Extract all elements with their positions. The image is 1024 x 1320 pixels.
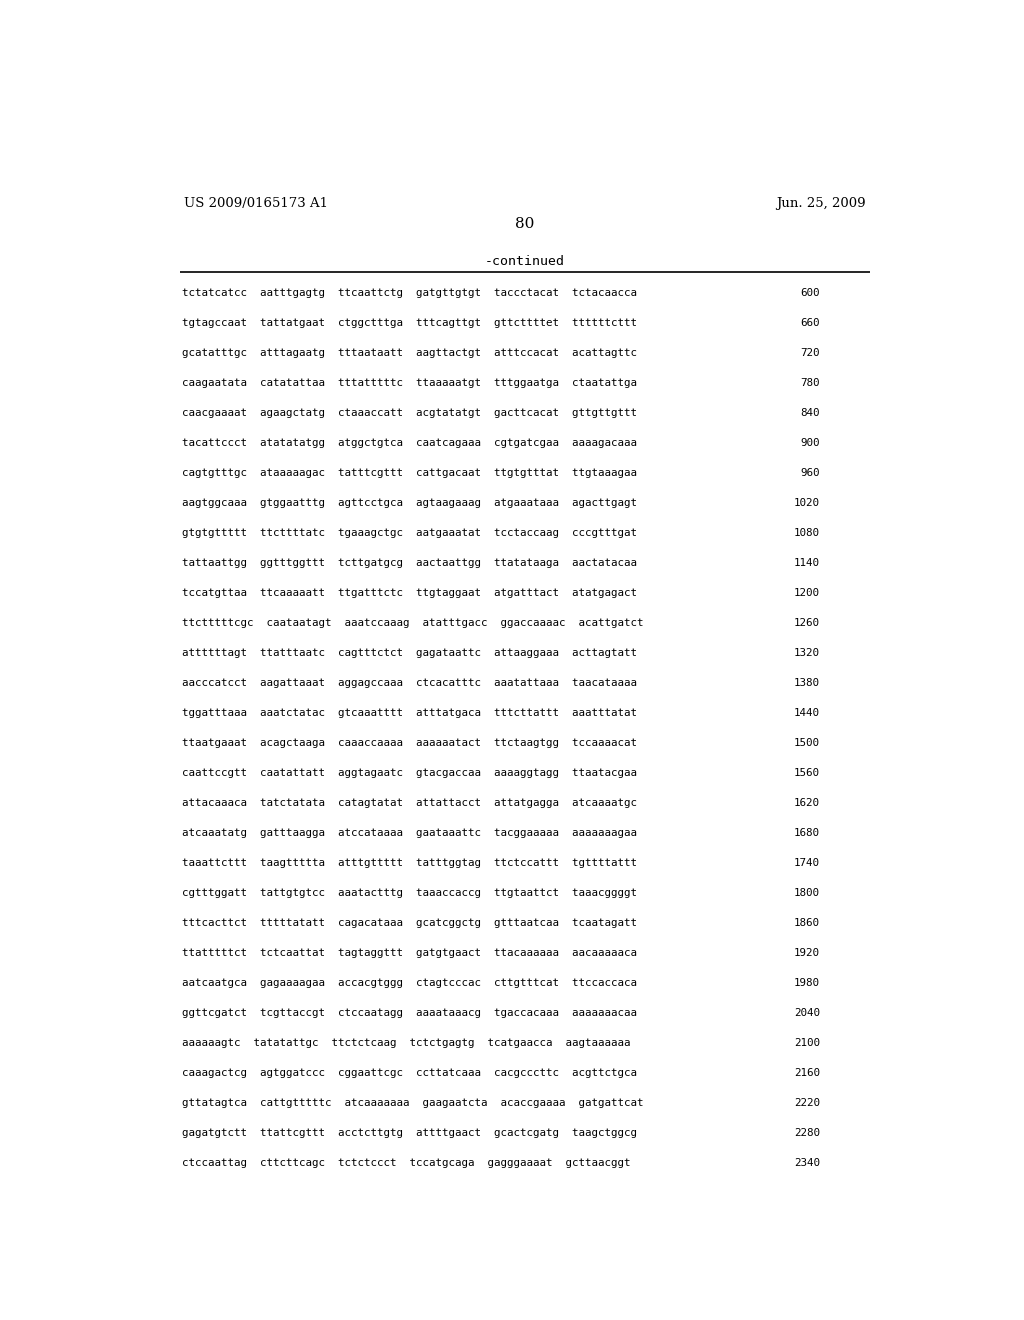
Text: tacattccct  atatatatgg  atggctgtca  caatcagaaa  cgtgatcgaa  aaaagacaaa: tacattccct atatatatgg atggctgtca caatcag… [182, 438, 637, 449]
Text: 1620: 1620 [794, 799, 820, 808]
Text: gtgtgttttt  ttcttttatc  tgaaagctgc  aatgaaatat  tcctaccaag  cccgtttgat: gtgtgttttt ttcttttatc tgaaagctgc aatgaaa… [182, 528, 637, 539]
Text: 660: 660 [801, 318, 820, 329]
Text: ttatttttct  tctcaattat  tagtaggttt  gatgtgaact  ttacaaaaaa  aacaaaaaca: ttatttttct tctcaattat tagtaggttt gatgtga… [182, 948, 637, 958]
Text: 2340: 2340 [794, 1158, 820, 1168]
Text: 1320: 1320 [794, 648, 820, 659]
Text: 1980: 1980 [794, 978, 820, 989]
Text: 1380: 1380 [794, 678, 820, 688]
Text: atcaaatatg  gatttaagga  atccataaaa  gaataaattc  tacggaaaaa  aaaaaaagaa: atcaaatatg gatttaagga atccataaaa gaataaa… [182, 828, 637, 838]
Text: aacccatcct  aagattaaat  aggagccaaa  ctcacatttc  aaatattaaa  taacataaaa: aacccatcct aagattaaat aggagccaaa ctcacat… [182, 678, 637, 688]
Text: 1680: 1680 [794, 828, 820, 838]
Text: gcatatttgc  atttagaatg  tttaataatt  aagttactgt  atttccacat  acattagttc: gcatatttgc atttagaatg tttaataatt aagttac… [182, 348, 637, 359]
Text: tttcacttct  tttttatatt  cagacataaa  gcatcggctg  gtttaatcaa  tcaatagatt: tttcacttct tttttatatt cagacataaa gcatcgg… [182, 919, 637, 928]
Text: ttctttttcgc  caataatagt  aaatccaaag  atatttgacc  ggaccaaaac  acattgatct: ttctttttcgc caataatagt aaatccaaag atattt… [182, 618, 643, 628]
Text: 840: 840 [801, 408, 820, 418]
Text: ttaatgaaat  acagctaaga  caaaccaaaa  aaaaaatact  ttctaagtgg  tccaaaacat: ttaatgaaat acagctaaga caaaccaaaa aaaaaat… [182, 738, 637, 748]
Text: cagtgtttgc  ataaaaagac  tatttcgttt  cattgacaat  ttgtgtttat  ttgtaaagaa: cagtgtttgc ataaaaagac tatttcgttt cattgac… [182, 469, 637, 478]
Text: 1140: 1140 [794, 558, 820, 569]
Text: attacaaaca  tatctatata  catagtatat  attattacct  attatgagga  atcaaaatgc: attacaaaca tatctatata catagtatat attatta… [182, 799, 637, 808]
Text: 600: 600 [801, 289, 820, 298]
Text: 1800: 1800 [794, 888, 820, 898]
Text: 1200: 1200 [794, 589, 820, 598]
Text: 780: 780 [801, 379, 820, 388]
Text: aaaaaagtc  tatatattgc  ttctctcaag  tctctgagtg  tcatgaacca  aagtaaaaaa: aaaaaagtc tatatattgc ttctctcaag tctctgag… [182, 1038, 631, 1048]
Text: caattccgtt  caatattatt  aggtagaatc  gtacgaccaa  aaaaggtagg  ttaatacgaa: caattccgtt caatattatt aggtagaatc gtacgac… [182, 768, 637, 779]
Text: 1440: 1440 [794, 709, 820, 718]
Text: 1560: 1560 [794, 768, 820, 779]
Text: caacgaaaat  agaagctatg  ctaaaccatt  acgtatatgt  gacttcacat  gttgttgttt: caacgaaaat agaagctatg ctaaaccatt acgtata… [182, 408, 637, 418]
Text: aatcaatgca  gagaaaagaa  accacgtggg  ctagtcccac  cttgtttcat  ttccaccaca: aatcaatgca gagaaaagaa accacgtggg ctagtcc… [182, 978, 637, 989]
Text: 1020: 1020 [794, 499, 820, 508]
Text: 960: 960 [801, 469, 820, 478]
Text: gagatgtctt  ttattcgttt  acctcttgtg  attttgaact  gcactcgatg  taagctggcg: gagatgtctt ttattcgttt acctcttgtg attttga… [182, 1129, 637, 1138]
Text: 1920: 1920 [794, 948, 820, 958]
Text: 1500: 1500 [794, 738, 820, 748]
Text: taaattcttt  taagttttta  atttgttttt  tatttggtag  ttctccattt  tgttttattt: taaattcttt taagttttta atttgttttt tatttgg… [182, 858, 637, 869]
Text: caagaatata  catatattaa  tttatttttc  ttaaaaatgt  tttggaatga  ctaatattga: caagaatata catatattaa tttatttttc ttaaaaa… [182, 379, 637, 388]
Text: 2280: 2280 [794, 1129, 820, 1138]
Text: caaagactcg  agtggatccc  cggaattcgc  ccttatcaaa  cacgcccttc  acgttctgca: caaagactcg agtggatccc cggaattcgc ccttatc… [182, 1068, 637, 1078]
Text: aagtggcaaa  gtggaatttg  agttcctgca  agtaagaaag  atgaaataaa  agacttgagt: aagtggcaaa gtggaatttg agttcctgca agtaaga… [182, 499, 637, 508]
Text: tccatgttaa  ttcaaaaatt  ttgatttctc  ttgtaggaat  atgatttact  atatgagact: tccatgttaa ttcaaaaatt ttgatttctc ttgtagg… [182, 589, 637, 598]
Text: 1260: 1260 [794, 618, 820, 628]
Text: tgtagccaat  tattatgaat  ctggctttga  tttcagttgt  gttcttttet  ttttttcttt: tgtagccaat tattatgaat ctggctttga tttcagt… [182, 318, 637, 329]
Text: 1080: 1080 [794, 528, 820, 539]
Text: 2220: 2220 [794, 1098, 820, 1107]
Text: ctccaattag  cttcttcagc  tctctccct  tccatgcaga  gagggaaaat  gcttaacggt: ctccaattag cttcttcagc tctctccct tccatgca… [182, 1158, 631, 1168]
Text: 2040: 2040 [794, 1008, 820, 1018]
Text: -continued: -continued [484, 255, 565, 268]
Text: Jun. 25, 2009: Jun. 25, 2009 [776, 197, 866, 210]
Text: tctatcatcc  aatttgagtg  ttcaattctg  gatgttgtgt  taccctacat  tctacaacca: tctatcatcc aatttgagtg ttcaattctg gatgttg… [182, 289, 637, 298]
Text: US 2009/0165173 A1: US 2009/0165173 A1 [183, 197, 328, 210]
Text: ggttcgatct  tcgttaccgt  ctccaatagg  aaaataaacg  tgaccacaaa  aaaaaaacaa: ggttcgatct tcgttaccgt ctccaatagg aaaataa… [182, 1008, 637, 1018]
Text: cgtttggatt  tattgtgtcc  aaatactttg  taaaccaccg  ttgtaattct  taaacggggt: cgtttggatt tattgtgtcc aaatactttg taaacca… [182, 888, 637, 898]
Text: tattaattgg  ggtttggttt  tcttgatgcg  aactaattgg  ttatataaga  aactatacaa: tattaattgg ggtttggttt tcttgatgcg aactaat… [182, 558, 637, 569]
Text: gttatagtca  cattgtttttc  atcaaaaaaa  gaagaatcta  acaccgaaaa  gatgattcat: gttatagtca cattgtttttc atcaaaaaaa gaagaa… [182, 1098, 643, 1107]
Text: 1740: 1740 [794, 858, 820, 869]
Text: tggatttaaa  aaatctatac  gtcaaatttt  atttatgaca  tttcttattt  aaatttatat: tggatttaaa aaatctatac gtcaaatttt atttatg… [182, 709, 637, 718]
Text: 900: 900 [801, 438, 820, 449]
Text: 2100: 2100 [794, 1038, 820, 1048]
Text: 1860: 1860 [794, 919, 820, 928]
Text: 2160: 2160 [794, 1068, 820, 1078]
Text: 80: 80 [515, 218, 535, 231]
Text: attttttagt  ttatttaatc  cagtttctct  gagataattc  attaaggaaa  acttagtatt: attttttagt ttatttaatc cagtttctct gagataa… [182, 648, 637, 659]
Text: 720: 720 [801, 348, 820, 359]
